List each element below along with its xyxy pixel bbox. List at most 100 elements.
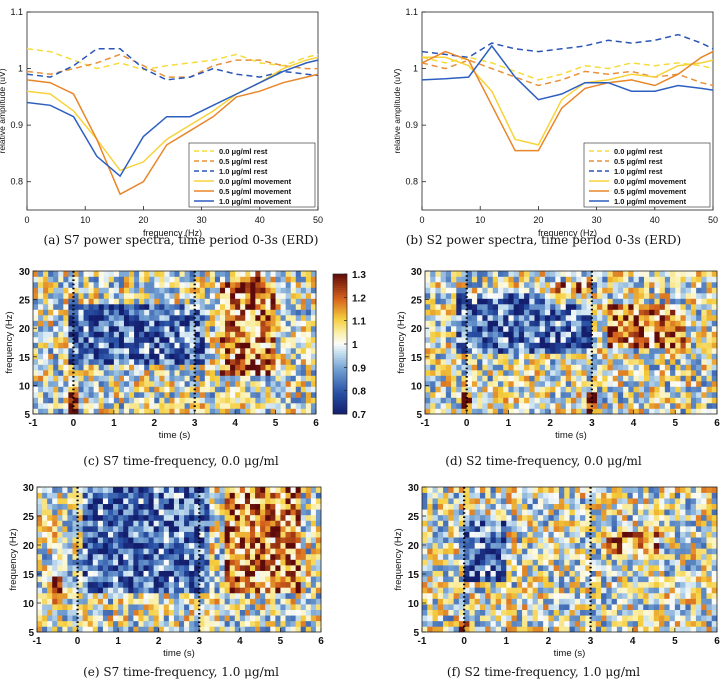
heat-cell (696, 326, 702, 332)
heat-cell (665, 376, 671, 382)
heat-cell (114, 409, 119, 415)
heat-cell (649, 288, 655, 294)
heat-cell (681, 376, 687, 382)
heat-cell (230, 370, 235, 376)
heat-cell (456, 354, 462, 360)
heat-cell (48, 376, 53, 382)
heat-cell (438, 532, 444, 538)
heat-cell (62, 526, 67, 532)
heat-cell (149, 343, 154, 349)
heat-cell (296, 532, 301, 538)
heat-cell (696, 271, 702, 277)
heat-cell (98, 509, 103, 515)
heat-cell (597, 359, 603, 365)
heat-cell (296, 403, 301, 409)
heat-cell (508, 398, 514, 404)
heat-cell (184, 504, 189, 510)
heat-cell (454, 626, 460, 632)
heat-cell (280, 626, 285, 632)
heat-cell (276, 293, 281, 299)
heat-cell (245, 532, 250, 538)
heat-cell (118, 493, 123, 499)
heat-cell (209, 626, 214, 632)
heat-cell (602, 277, 608, 283)
heat-cell (119, 332, 124, 338)
heat-cell (138, 593, 143, 599)
heat-cell (235, 571, 240, 577)
heat-cell (545, 348, 551, 354)
heat-cell (435, 354, 441, 360)
heat-cell (230, 381, 235, 387)
heat-cell (649, 370, 655, 376)
colorbar-step (333, 353, 347, 356)
heat-cell (184, 526, 189, 532)
heat-cell (220, 271, 225, 277)
heat-cell (88, 582, 93, 588)
heat-cell (696, 387, 702, 393)
heat-cell (707, 282, 713, 288)
heat-cell (571, 403, 577, 409)
heat-cell (78, 398, 83, 404)
heat-cell (154, 293, 159, 299)
heat-cell (670, 299, 676, 305)
heat-cell (159, 610, 164, 616)
heat-cell (210, 299, 215, 305)
heat-cell (180, 271, 185, 277)
heat-cell (425, 392, 431, 398)
heat-cell (561, 359, 567, 365)
heat-cell (422, 509, 428, 515)
heat-cell (240, 560, 245, 566)
heat-cell (649, 277, 655, 283)
heat-cell (623, 299, 629, 305)
heat-cell (149, 493, 154, 499)
heat-cell (493, 359, 499, 365)
heat-cell (571, 337, 577, 343)
heat-cell (712, 403, 718, 409)
heat-cell (480, 560, 486, 566)
heat-cell (306, 409, 311, 415)
heat-cell (154, 288, 159, 294)
heat-cell (180, 348, 185, 354)
heat-cell (164, 487, 169, 493)
heat-cell (204, 487, 209, 493)
heat-cell (67, 615, 72, 621)
heat-cell (43, 293, 48, 299)
heat-cell (154, 587, 159, 593)
heat-cell (215, 587, 220, 593)
heat-cell (448, 498, 454, 504)
heat-cell (649, 310, 655, 316)
heat-cell (550, 299, 556, 305)
heat-cell (271, 310, 276, 316)
x-tick-label: 30 (197, 215, 207, 225)
heat-cell (159, 392, 164, 398)
heat-cell (230, 282, 235, 288)
heat-cell (296, 626, 301, 632)
heat-cell (498, 359, 504, 365)
heat-cell (535, 288, 541, 294)
heat-cell (83, 576, 88, 582)
heat-cell (149, 571, 154, 577)
heat-cell (618, 332, 624, 338)
heat-cell (250, 582, 255, 588)
heat-cell (467, 337, 473, 343)
heat-cell (119, 271, 124, 277)
heat-cell (448, 554, 454, 560)
heat-cell (670, 321, 676, 327)
heat-cell (427, 515, 433, 521)
heat-cell (240, 365, 245, 371)
heat-cell (691, 271, 697, 277)
heat-cell (301, 288, 306, 294)
heat-cell (545, 387, 551, 393)
heat-cell (675, 288, 681, 294)
heat-cell (488, 387, 494, 393)
heat-cell (686, 277, 692, 283)
heat-cell (108, 543, 113, 549)
heat-cell (98, 593, 103, 599)
heat-cell (438, 515, 444, 521)
heat-cell (47, 604, 52, 610)
heat-cell (123, 526, 128, 532)
heat-cell (306, 498, 311, 504)
colorbar-step (333, 379, 347, 382)
heat-cell (98, 520, 103, 526)
heat-cell (707, 376, 713, 382)
